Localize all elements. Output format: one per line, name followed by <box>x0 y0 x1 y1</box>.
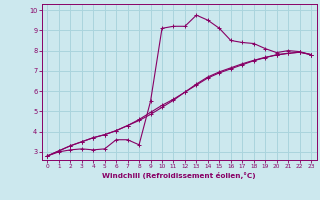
X-axis label: Windchill (Refroidissement éolien,°C): Windchill (Refroidissement éolien,°C) <box>102 172 256 179</box>
